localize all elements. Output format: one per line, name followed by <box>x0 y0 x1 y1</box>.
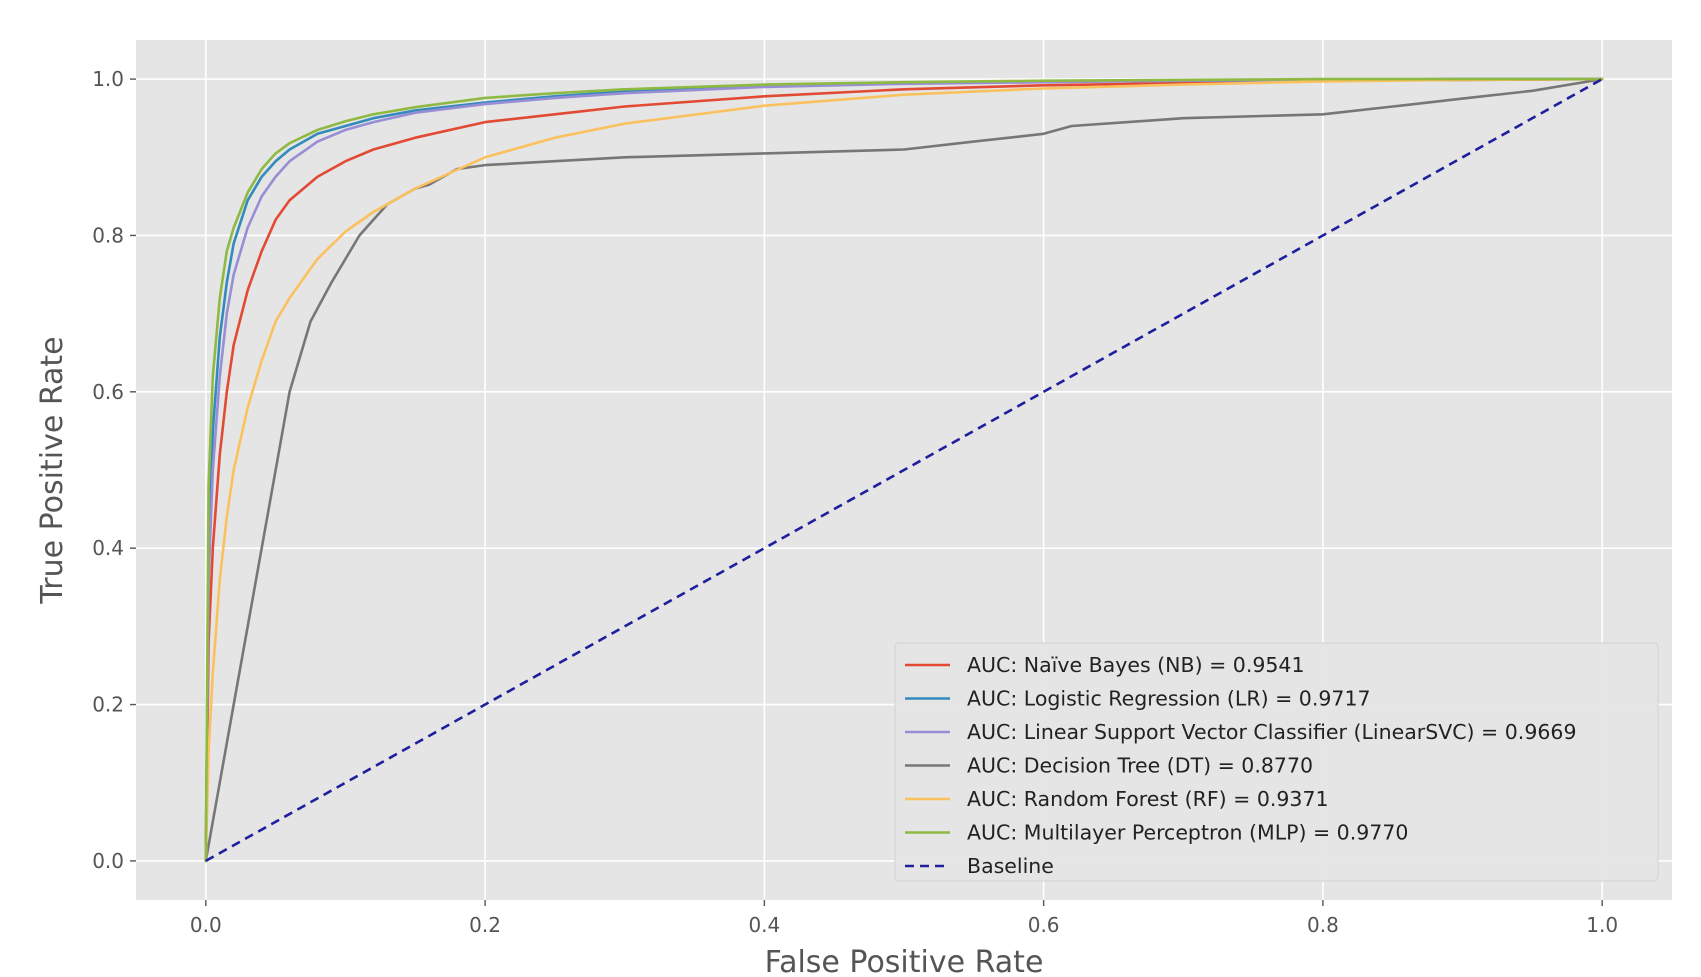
y-tick-label: 0.6 <box>92 380 124 404</box>
y-tick-label: 0.0 <box>92 849 124 873</box>
x-axis-label: False Positive Rate <box>765 945 1044 977</box>
legend-entry-label: Baseline <box>967 854 1054 878</box>
series-line-auc-random-forest-rf-0-9371 <box>204 77 1604 863</box>
x-tick-label: 1.0 <box>1586 913 1618 937</box>
x-tick-label: 0.4 <box>748 913 780 937</box>
x-tick-label: 0.6 <box>1028 913 1060 937</box>
x-tick-label: 0.2 <box>469 913 501 937</box>
series-line-auc-multilayer-perceptron-mlp-0-9770 <box>204 77 1604 863</box>
legend-entry-label: AUC: Logistic Regression (LR) = 0.9717 <box>967 687 1371 711</box>
y-tick-label: 0.2 <box>92 693 124 717</box>
legend-entry-label: AUC: Multilayer Perceptron (MLP) = 0.977… <box>967 821 1408 845</box>
series-line-auc-linear-support-vector-classifier-linearsvc-0 <box>204 77 1604 863</box>
x-tick-label: 0.0 <box>190 913 222 937</box>
legend-entry-label: AUC: Linear Support Vector Classifier (L… <box>967 720 1577 744</box>
y-axis-label: True Positive Rate <box>35 336 70 604</box>
y-tick-label: 0.4 <box>92 536 124 560</box>
legend-entry-label: AUC: Naïve Bayes (NB) = 0.9541 <box>967 653 1305 677</box>
y-tick-label: 1.0 <box>92 67 124 91</box>
y-tick-label: 0.8 <box>92 223 124 247</box>
series-group <box>204 77 1604 863</box>
legend-entry-label: AUC: Decision Tree (DT) = 0.8770 <box>967 754 1313 778</box>
legend-entry-label: AUC: Random Forest (RF) = 0.9371 <box>967 787 1329 811</box>
tick-labels: 0.0 0.2 0.4 0.6 0.8 1.0 0.0 0.2 0.4 0.6 0.8 1.0 <box>92 67 1618 937</box>
series-line-baseline <box>205 77 1603 863</box>
legend-box <box>894 642 1659 882</box>
series-line-auc-na-ve-bayes-nb-0-9541 <box>204 77 1604 863</box>
legend: AUC: Naïve Bayes (NB) = 0.9541 AUC: Logis… <box>894 642 1659 882</box>
x-tick-label: 0.8 <box>1307 913 1339 937</box>
